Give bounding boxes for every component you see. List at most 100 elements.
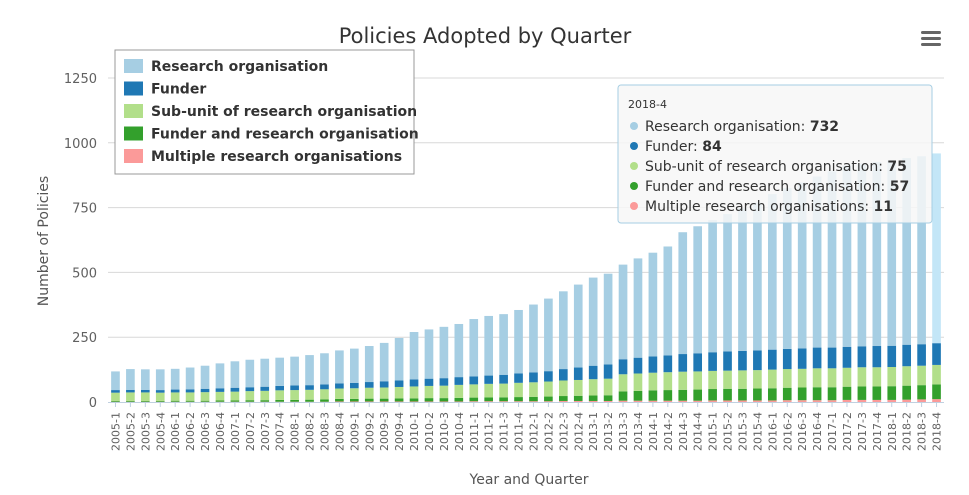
y-tick-label: 0	[89, 396, 97, 411]
y-tick-label: 250	[72, 331, 97, 346]
x-tick-label: 2012-2	[542, 412, 555, 451]
bar-stack	[917, 156, 926, 402]
bar-segment	[200, 392, 210, 401]
bar-segment	[573, 284, 583, 368]
bar-segment	[753, 400, 762, 402]
bar-segment	[126, 392, 135, 401]
bar-segment	[573, 379, 583, 396]
bar-segment	[708, 389, 717, 401]
x-tick-label: 2018-4	[931, 412, 944, 451]
x-tick-label: 2011-3	[498, 412, 511, 451]
bar-segment	[484, 397, 494, 402]
bar-stack	[215, 363, 225, 402]
legend-swatch	[124, 126, 143, 141]
bar-segment	[349, 382, 359, 389]
bar-segment	[379, 398, 389, 402]
bar-segment	[693, 353, 703, 372]
bar-segment	[140, 369, 150, 390]
tooltip: 2018-4 Research organisation: 732 Funder:…	[617, 84, 933, 224]
bar-segment	[693, 226, 703, 354]
bar-segment	[529, 401, 538, 402]
bar-segment	[633, 357, 643, 374]
bar-segment	[573, 367, 583, 380]
bar-segment	[335, 350, 344, 384]
legend-swatch	[124, 104, 143, 118]
bar-stack	[708, 220, 717, 402]
bar-segment	[544, 401, 553, 402]
bar-segment	[573, 400, 583, 402]
bar-segment	[424, 385, 434, 399]
x-tick-label: 2012-3	[557, 412, 570, 451]
bar-stack	[111, 371, 120, 402]
bar-stack	[753, 202, 762, 402]
bar-segment	[215, 388, 225, 392]
bar-stack	[170, 368, 180, 402]
bar-segment	[394, 386, 404, 399]
bar-segment	[917, 365, 926, 386]
bar-segment	[827, 171, 837, 348]
bar-segment	[170, 389, 180, 393]
bar-segment	[738, 350, 747, 371]
x-axis-title: Year and Quarter	[469, 472, 589, 488]
legend-item[interactable]: Funder and research organisation	[151, 127, 419, 143]
bar-segment	[797, 368, 807, 388]
bar-segment	[827, 387, 837, 401]
legend-item[interactable]: Funder	[151, 82, 206, 98]
legend-item[interactable]: Multiple research organisations	[151, 149, 402, 165]
bar-segment	[305, 355, 314, 386]
bar-segment	[932, 399, 941, 402]
bar-segment	[394, 380, 404, 387]
bar-segment	[529, 382, 538, 397]
bar-stack	[857, 163, 867, 402]
bar-segment	[364, 398, 374, 402]
x-tick-label: 2014-4	[692, 412, 705, 451]
bar-segment	[782, 369, 792, 388]
bar-stack	[678, 232, 688, 402]
bar-segment	[215, 400, 225, 402]
legend-swatch	[124, 149, 143, 163]
bar-stack	[469, 319, 479, 402]
hamburger-menu-icon[interactable]	[918, 28, 944, 50]
bar-segment	[573, 395, 583, 401]
bar-segment	[469, 319, 479, 377]
bar-segment	[887, 367, 897, 387]
bar-stack	[424, 329, 434, 402]
bar-segment	[439, 378, 449, 386]
legend-item[interactable]: Research organisation	[151, 59, 328, 75]
bar-segment	[454, 323, 464, 378]
bar-segment	[409, 401, 419, 402]
bar-segment	[782, 400, 792, 402]
bar-segment	[678, 354, 688, 372]
bar-stack	[394, 337, 404, 402]
x-tick-label: 2017-2	[841, 412, 854, 451]
bar-segment	[738, 400, 747, 402]
x-tick-label: 2009-3	[378, 412, 391, 451]
x-tick-label: 2010-1	[408, 412, 421, 451]
bar-segment	[335, 388, 344, 399]
bar-segment	[708, 220, 717, 353]
bar-stack	[558, 291, 568, 402]
bar-segment	[514, 309, 523, 374]
bar-segment	[454, 401, 464, 402]
bar-segment	[902, 158, 912, 345]
bar-segment	[439, 401, 449, 402]
bar-segment	[857, 346, 867, 368]
bar-segment	[663, 390, 673, 401]
bar-segment	[290, 385, 299, 391]
bar-segment	[678, 400, 688, 402]
x-tick-label: 2006-2	[184, 412, 197, 451]
bar-segment	[170, 368, 180, 390]
bar-segment	[275, 385, 285, 391]
bar-segment	[469, 376, 479, 385]
bar-segment	[364, 401, 374, 402]
bar-segment	[111, 400, 120, 402]
bar-segment	[424, 378, 434, 386]
bar-segment	[917, 385, 926, 400]
legend-item[interactable]: Sub-unit of research organisation	[151, 104, 417, 120]
bar-segment	[155, 392, 165, 401]
bar-segment	[290, 356, 299, 386]
bar-stack	[409, 332, 419, 402]
bar-segment	[588, 277, 598, 366]
bar-segment	[932, 364, 941, 385]
